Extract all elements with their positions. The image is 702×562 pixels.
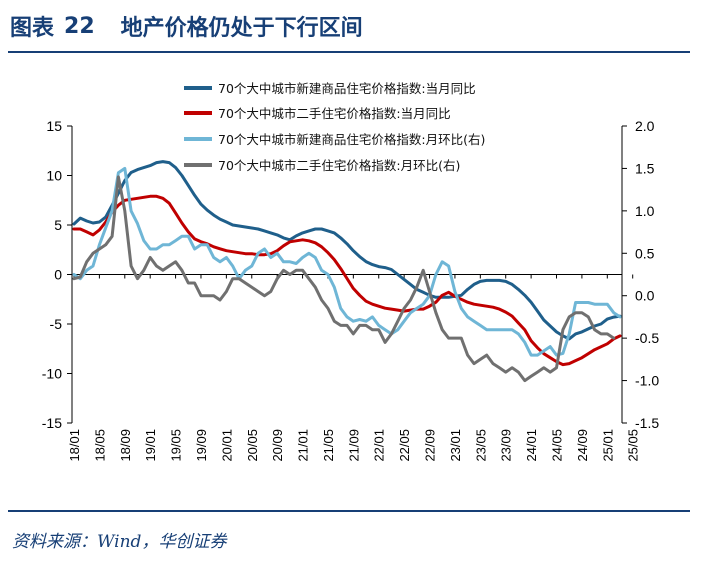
right-tick-label: 2.0 bbox=[635, 118, 655, 134]
x-tick-label: 25/01 bbox=[600, 429, 615, 462]
x-tick-label: 18/09 bbox=[118, 429, 133, 462]
left-tick-label: 0 bbox=[54, 267, 62, 283]
x-tick-label: 24/05 bbox=[550, 429, 565, 462]
right-tick-label: -1.0 bbox=[635, 373, 659, 389]
figure-label: 图表 bbox=[10, 16, 55, 41]
left-tick-label: 5 bbox=[54, 217, 62, 233]
right-tick-label: 0.0 bbox=[635, 288, 655, 304]
left-tick-label: -10 bbox=[42, 366, 62, 382]
x-tick-label: 23/01 bbox=[448, 429, 463, 462]
right-tick-label: -1.5 bbox=[635, 415, 659, 431]
legend-label-4: 70个大中城市二手住宅价格指数:月环比(右) bbox=[218, 158, 460, 173]
left-tick-label: 15 bbox=[46, 118, 62, 134]
top-rule bbox=[8, 51, 690, 53]
x-tick-label: 19/09 bbox=[194, 429, 209, 462]
left-tick-label: -5 bbox=[50, 316, 63, 332]
x-tick-label: 19/01 bbox=[143, 429, 158, 462]
line-chart: 15 10 5 0 -5 -10 -15 2.0 1.5 1.0 0.5 0.0 -0.5 -1.0 -1.… bbox=[42, 81, 660, 462]
x-tick-label: 20/01 bbox=[219, 429, 234, 462]
legend-label-2: 70个大中城市二手住宅价格指数:当月同比 bbox=[218, 106, 451, 121]
x-tick-label: 24/09 bbox=[575, 429, 590, 462]
x-tick-label: 18/01 bbox=[67, 429, 82, 462]
x-tick-label: 21/09 bbox=[346, 429, 361, 462]
right-tick-label: 1.5 bbox=[635, 160, 655, 176]
series-line-3 bbox=[72, 166, 622, 357]
x-tick-label: 22/05 bbox=[397, 429, 412, 462]
figure-title-text: 地产价格仍处于下行区间 bbox=[120, 16, 363, 41]
x-tick-label: 19/05 bbox=[169, 429, 184, 462]
x-tick-label: 23/05 bbox=[473, 429, 488, 462]
left-tick-label: 10 bbox=[46, 168, 62, 184]
x-tick-label: 20/09 bbox=[270, 429, 285, 462]
figure-number: 22 bbox=[64, 13, 95, 39]
right-tick-label: -0.5 bbox=[635, 330, 659, 346]
x-tick-label: 24/01 bbox=[524, 429, 539, 462]
right-tick-label: 1.0 bbox=[635, 203, 655, 219]
series-line-2 bbox=[72, 194, 622, 367]
x-tick-label: 25/05 bbox=[626, 429, 641, 462]
right-tick-label: 0.5 bbox=[635, 245, 655, 261]
legend-label-3: 70个大中城市新建商品住宅价格指数:月环比(右) bbox=[218, 132, 485, 147]
series-line-4 bbox=[72, 175, 616, 383]
left-tick-label: -15 bbox=[42, 415, 62, 431]
bottom-rule bbox=[8, 510, 690, 512]
x-tick-label: 18/05 bbox=[92, 429, 107, 462]
x-tick-label: 22/01 bbox=[372, 429, 387, 462]
x-tick-label: 20/05 bbox=[245, 429, 260, 462]
legend-label-1: 70个大中城市新建商品住宅价格指数:当月同比 bbox=[218, 81, 476, 96]
figure-title: 图表 22 地产价格仍处于下行区间 bbox=[10, 6, 363, 46]
x-tick-label: 22/09 bbox=[423, 429, 438, 462]
x-tick-label: 21/01 bbox=[296, 429, 311, 462]
x-tick-label: 23/09 bbox=[499, 429, 514, 462]
series-line-1 bbox=[72, 160, 622, 341]
x-tick-label: 21/05 bbox=[321, 429, 336, 462]
source-note: 资料来源：Wind，华创证券 bbox=[12, 532, 227, 552]
